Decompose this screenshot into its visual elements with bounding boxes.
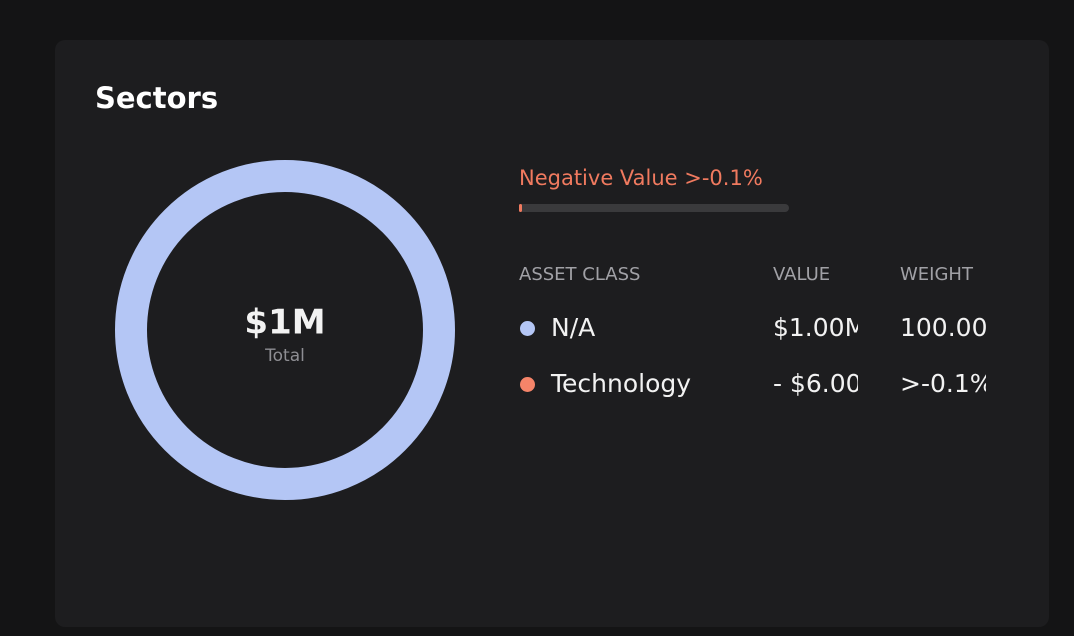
donut-center-label: Total bbox=[264, 346, 305, 366]
value-cell: - $6.00 bbox=[773, 371, 858, 396]
asset-class: N/A bbox=[551, 313, 596, 342]
asset-class: Technology bbox=[551, 369, 692, 398]
column-header: WEIGHT bbox=[900, 264, 973, 285]
progress-track bbox=[519, 204, 789, 212]
card-title: Sectors bbox=[95, 81, 219, 115]
donut-center-value: $1M bbox=[244, 303, 325, 343]
value-cell: $1.00M bbox=[773, 315, 858, 340]
column-header: ASSET CLASS bbox=[519, 264, 641, 285]
sectors-card bbox=[55, 40, 1049, 627]
legend-dot bbox=[520, 377, 535, 392]
progress-fill bbox=[519, 204, 522, 212]
donut-ring bbox=[115, 160, 455, 500]
donut: $1M Total bbox=[115, 160, 455, 500]
column-header: VALUE bbox=[773, 264, 831, 285]
legend-dot bbox=[520, 321, 535, 336]
weight-cell: 100.00% bbox=[900, 315, 986, 340]
weight-cell: >-0.1% bbox=[900, 371, 986, 396]
negative-notice: Negative Value >-0.1% bbox=[519, 166, 763, 190]
